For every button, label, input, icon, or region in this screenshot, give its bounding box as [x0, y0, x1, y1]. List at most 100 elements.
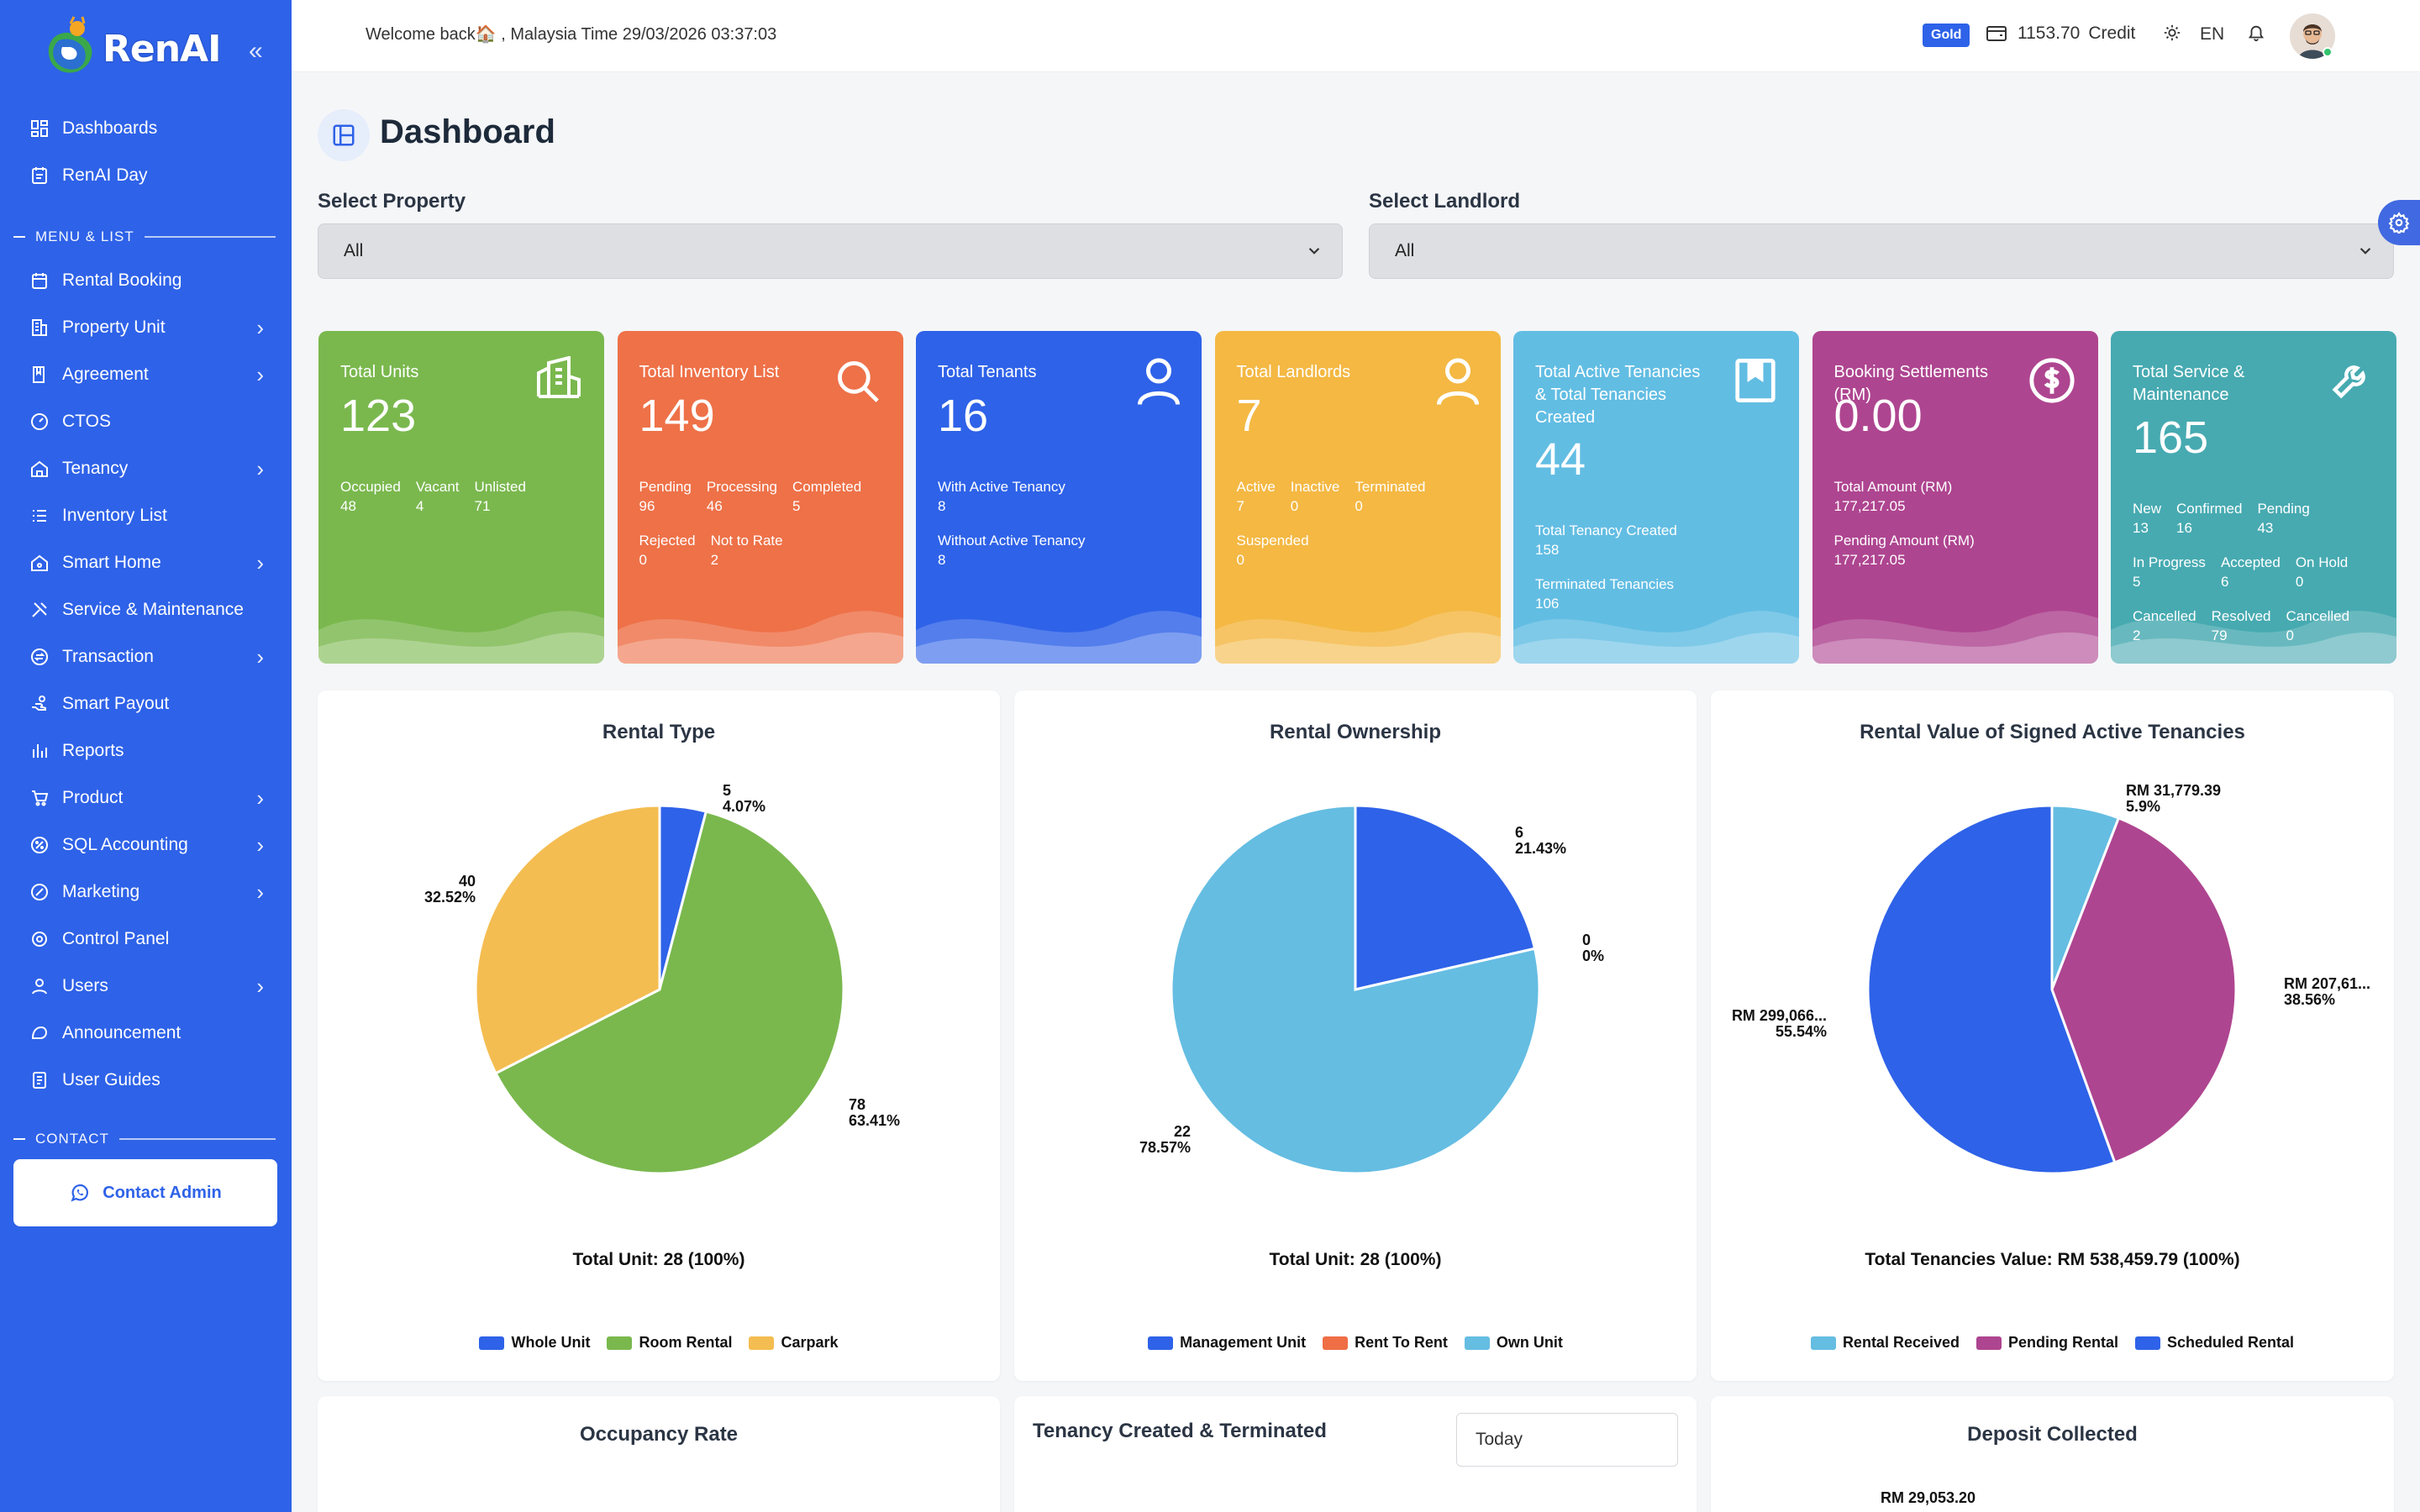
- sidebar-item-rental-booking[interactable]: Rental Booking: [29, 260, 272, 302]
- sidebar-item-transaction[interactable]: Transaction ›: [29, 636, 272, 678]
- sidebar-item-inventory-list[interactable]: Inventory List: [29, 495, 272, 537]
- credit-balance[interactable]: 1153.70 Credit: [1986, 24, 2135, 44]
- theme-toggle-icon[interactable]: [2163, 24, 2181, 47]
- contact-section-header: CONTACT: [13, 1131, 276, 1147]
- card-stat: With Active Tenancy 8: [938, 479, 1065, 514]
- sidebar-item-control-panel[interactable]: Control Panel: [29, 918, 272, 960]
- total-landlords-card[interactable]: Total Landlords 7 Active 7 Inactive 0 Terminat…: [1214, 331, 1501, 664]
- marketing-icon: [29, 881, 50, 903]
- legend-item[interactable]: Rental Received: [1810, 1334, 1960, 1352]
- card-value: 149: [639, 391, 715, 441]
- notification-bell-icon[interactable]: [2247, 24, 2265, 47]
- logo[interactable]: RenAI: [40, 15, 225, 82]
- sidebar-item-users[interactable]: Users ›: [29, 965, 272, 1007]
- card-stat: Resolved79: [2211, 608, 2271, 643]
- rental-type-legend: Whole Unit Room Rental Carpark: [318, 1334, 1000, 1352]
- pie-label-own-unit: 22 78.57%: [1139, 1123, 1191, 1156]
- sidebar-item-sql-accounting[interactable]: SQL Accounting ›: [29, 824, 272, 866]
- card-stat: Unlisted 71: [474, 479, 526, 514]
- card-value: 7: [1236, 391, 1262, 441]
- sidebar-item-ctos[interactable]: CTOS: [29, 401, 272, 443]
- rental-ownership-slice-management-unit[interactable]: [1354, 804, 1537, 991]
- credit-label: Credit: [2088, 24, 2136, 43]
- total-inventory-card[interactable]: Total Inventory List 149 Pending 96 Processi…: [617, 331, 903, 664]
- legend-item[interactable]: Room Rental: [607, 1334, 732, 1352]
- sidebar-item-service-maintenance[interactable]: Service & Maintenance: [29, 589, 272, 631]
- select-landlord-dropdown[interactable]: All: [1369, 223, 2394, 279]
- rental-value-slice-pending-rental[interactable]: [2050, 816, 2238, 1164]
- user-icon: [29, 975, 50, 997]
- sidebar-item-reports[interactable]: Reports: [29, 730, 272, 772]
- card-title: Total Active Tenancies & Total Tenancies…: [1535, 363, 1701, 427]
- card-title: Total Tenants: [938, 363, 1037, 381]
- sidebar-item-label: Product: [62, 788, 124, 807]
- legend-item[interactable]: Whole Unit: [479, 1334, 590, 1352]
- transaction-icon: [29, 646, 50, 668]
- sidebar-item-label: Reports: [62, 741, 124, 760]
- sidebar-item-smart-home[interactable]: Smart Home ›: [29, 542, 272, 584]
- chevron-right-icon: ›: [256, 550, 264, 575]
- language-selector[interactable]: EN: [2200, 24, 2225, 44]
- date-filter-input[interactable]: Today: [1456, 1413, 1678, 1467]
- sidebar-item-label: Tenancy: [62, 459, 129, 478]
- card-stat: Vacant 4: [415, 479, 460, 514]
- booking-settlements-card[interactable]: Booking Settlements (RM) 0.00 Total Amount…: [1812, 331, 2098, 664]
- select-landlord-value: All: [1395, 241, 1415, 260]
- total-units-card[interactable]: Total Units 123 Occupied 48 Vacant 4 Unlisted 7…: [318, 331, 604, 664]
- chevron-right-icon: ›: [256, 362, 264, 387]
- sidebar-item-renai-day[interactable]: RenAI Day: [29, 155, 272, 197]
- legend-item[interactable]: Rent To Rent: [1323, 1334, 1448, 1352]
- rental-ownership-slice-own-unit[interactable]: [1170, 804, 1541, 1175]
- card-stat: Cancelled2: [2133, 608, 2196, 643]
- total-active-tenancies-card[interactable]: Total Active Tenancies & Total Tenancies…: [1513, 331, 1799, 664]
- total-tenants-card[interactable]: Total Tenants 16 With Active Tenancy 8 Witho…: [916, 331, 1202, 664]
- sidebar-item-user-guides[interactable]: User Guides: [29, 1059, 272, 1101]
- legend-item[interactable]: Management Unit: [1148, 1334, 1306, 1352]
- collapse-sidebar-icon[interactable]: «: [249, 37, 263, 65]
- sidebar-item-label: Inventory List: [62, 506, 167, 525]
- sidebar-item-smart-payout[interactable]: Smart Payout: [29, 683, 272, 725]
- card-title: Total Units: [340, 363, 419, 381]
- sidebar-item-marketing[interactable]: Marketing ›: [29, 871, 272, 913]
- rental-type-slice-room-rental[interactable]: [493, 810, 845, 1175]
- card-wave: [318, 611, 604, 664]
- whatsapp-icon: [69, 1182, 91, 1204]
- tenancy-ct-title: Tenancy Created & Terminated: [1033, 1420, 1327, 1442]
- sidebar-item-label: Service & Maintenance: [62, 600, 244, 619]
- card-stat: Pending Amount (RM) 177,217.05: [1833, 533, 1975, 568]
- select-property-dropdown[interactable]: All: [318, 223, 1343, 279]
- card-stat: Terminated 0: [1355, 479, 1426, 514]
- sidebar-item-property-unit[interactable]: Property Unit ›: [29, 307, 272, 349]
- rental-value-slice-scheduled-rental[interactable]: [1866, 804, 2117, 1175]
- rental-ownership-panel: Rental Ownership 6 21.43% 0 0% 22 78.57% To…: [1014, 690, 1697, 1381]
- sidebar-item-agreement[interactable]: Agreement ›: [29, 354, 272, 396]
- total-service-maintenance-card[interactable]: Total Service & Maintenance 165 New 13 Confi…: [2111, 331, 2396, 664]
- list-icon: [29, 505, 50, 527]
- menu-section-header: MENU & LIST: [13, 228, 276, 245]
- legend-item[interactable]: Scheduled Rental: [2135, 1334, 2294, 1352]
- sidebar-item-product[interactable]: Product ›: [29, 777, 272, 819]
- select-property-value: All: [344, 241, 364, 260]
- sidebar-item-label: Rental Booking: [62, 270, 182, 290]
- chevron-down-icon: [1303, 239, 1325, 266]
- cart-icon: [29, 787, 50, 809]
- settings-gear-icon[interactable]: [2378, 200, 2420, 245]
- pie-label-scheduled-rental: RM 299,066... 55.54%: [1731, 1007, 1827, 1040]
- sidebar-item-dashboards[interactable]: Dashboards: [29, 108, 272, 150]
- sidebar-item-announcement[interactable]: Announcement: [29, 1012, 272, 1054]
- pie-label-pending-rental: RM 207,61... 38.56%: [2284, 975, 2371, 1008]
- rental-ownership-pie: [1170, 804, 1541, 1175]
- pie-label-rental-received: RM 31,779.39 5.9%: [2126, 782, 2222, 815]
- rental-type-slice-carpark[interactable]: [474, 804, 661, 1075]
- card-value: 0.00: [1833, 391, 1923, 441]
- grid-icon: [29, 118, 50, 139]
- card-stat: Processing 46: [706, 479, 777, 514]
- legend-item[interactable]: Pending Rental: [1976, 1334, 2118, 1352]
- sidebar-item-label: Transaction: [62, 647, 154, 666]
- card-stat: Without Active Tenancy 8: [938, 533, 1086, 568]
- sidebar-item-tenancy[interactable]: Tenancy ›: [29, 448, 272, 490]
- legend-item[interactable]: Carpark: [749, 1334, 839, 1352]
- legend-item[interactable]: Own Unit: [1464, 1334, 1563, 1352]
- sidebar-item-label: Marketing: [62, 882, 140, 901]
- contact-admin-button[interactable]: Contact Admin: [13, 1159, 277, 1226]
